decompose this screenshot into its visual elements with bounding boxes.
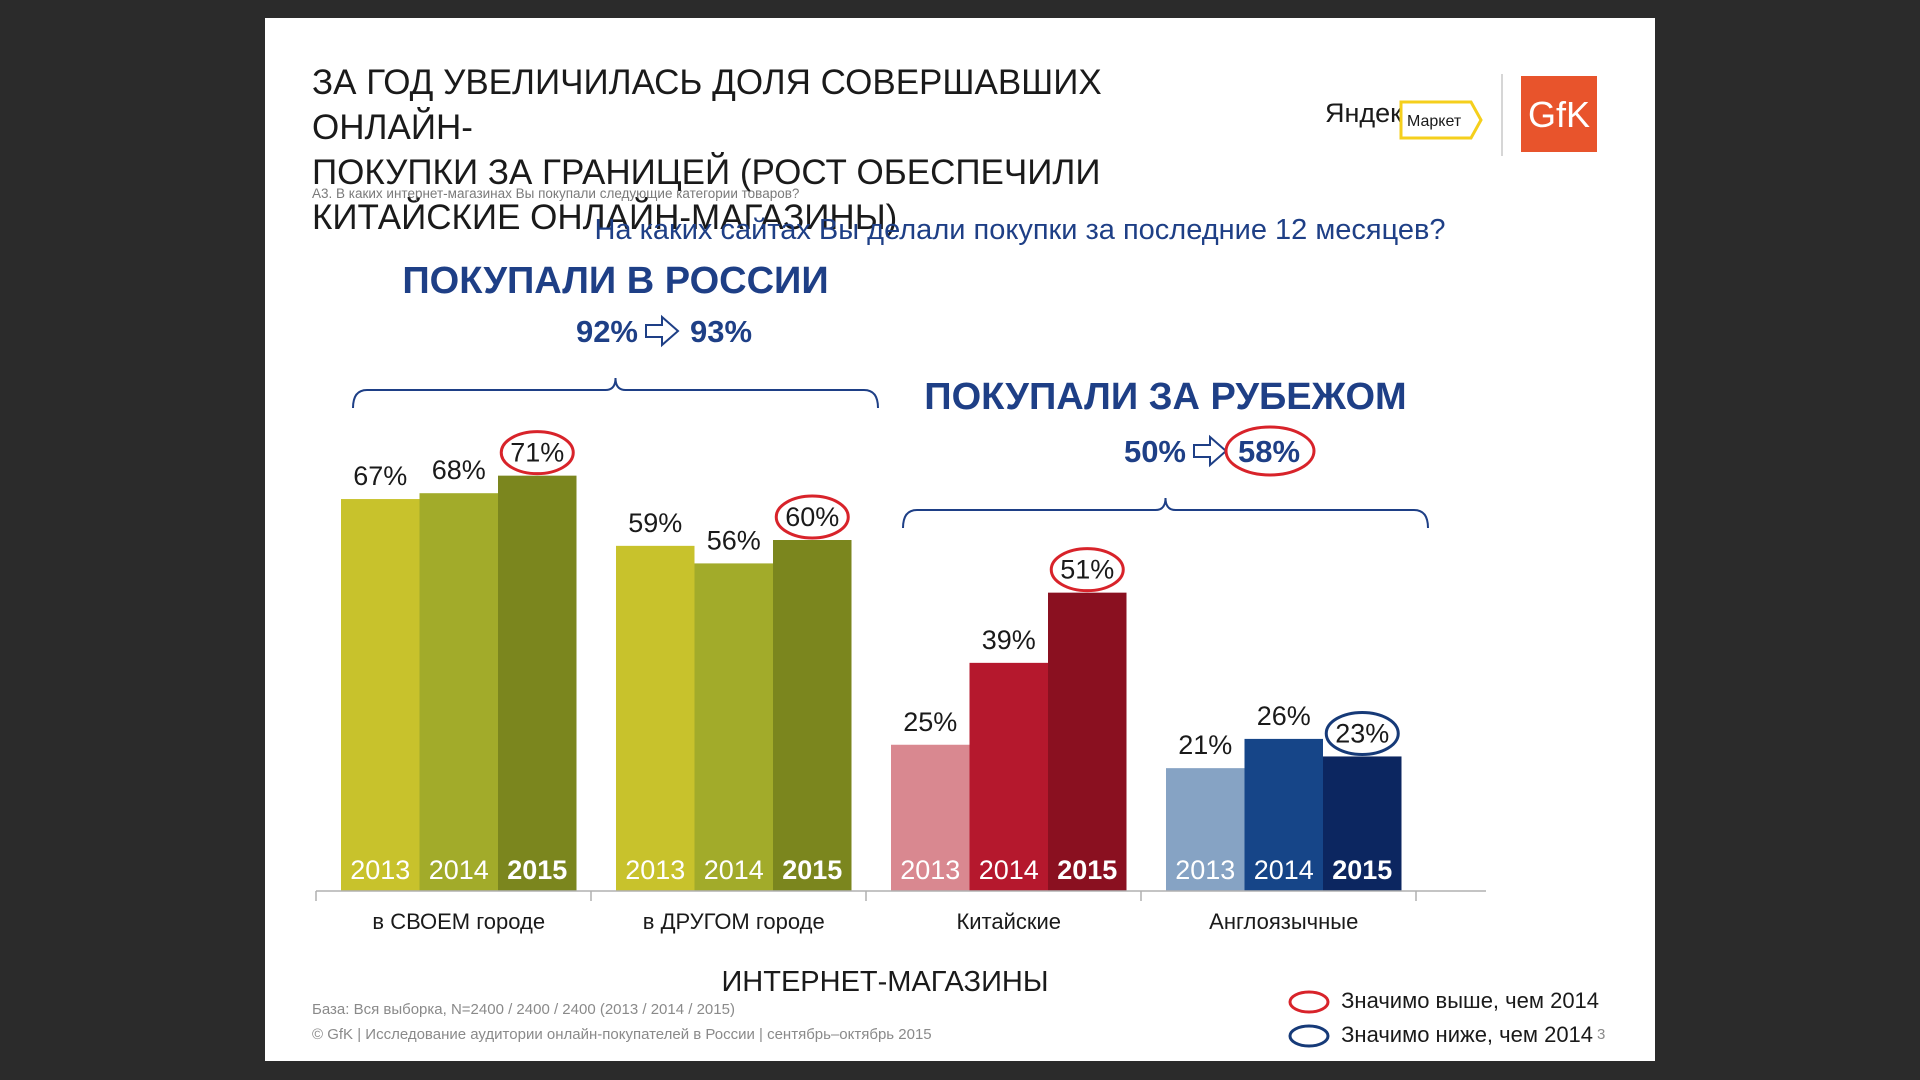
year-label: 2014 bbox=[979, 855, 1039, 885]
footer-base-note: База: Вся выборка, N=2400 / 2400 / 2400 … bbox=[312, 1001, 735, 1018]
category-label: Англоязычные bbox=[1209, 909, 1358, 934]
legend-higher-label: Значимо выше, чем 2014 bbox=[1341, 988, 1600, 1013]
bar-chart: 2013 67% 2014 68% 2015 71% в СВОЕМ городе 2013 5… bbox=[315, 260, 1486, 998]
data-label: 59% bbox=[628, 508, 682, 538]
significance-circle bbox=[499, 430, 575, 476]
summary-to-value: 58% bbox=[1238, 434, 1300, 469]
significance-circle bbox=[774, 494, 850, 540]
significance-circle bbox=[1049, 547, 1125, 593]
red-circle-icon bbox=[1288, 990, 1330, 1014]
arrow-right-icon bbox=[1193, 434, 1228, 468]
bar-1-2014 bbox=[694, 563, 773, 891]
survey-question-note: А3. В каких интернет-магазинах Вы покупа… bbox=[312, 186, 800, 201]
gfk-logo: GfK bbox=[1521, 76, 1597, 152]
data-label: 56% bbox=[707, 525, 761, 555]
year-label: 2015 bbox=[1057, 855, 1117, 885]
summary-title: ПОКУПАЛИ ЗА РУБЕЖОМ bbox=[924, 376, 1406, 418]
year-label: 2015 bbox=[507, 855, 567, 885]
legend-lower-label: Значимо ниже, чем 2014 bbox=[1341, 1022, 1594, 1047]
x-axis-title: ИНТЕРНЕТ-МАГАЗИНЫ bbox=[721, 966, 1048, 998]
slide-title: ЗА ГОД УВЕЛИЧИЛАСЬ ДОЛЯ СОВЕРШАВШИХ ОНЛА… bbox=[312, 63, 1102, 237]
bar-0-2013 bbox=[341, 499, 420, 891]
summary-to-value: 93% bbox=[690, 314, 752, 349]
summary-from-value: 50% bbox=[1124, 434, 1186, 469]
bar-0-2014 bbox=[419, 493, 498, 891]
data-label: 60% bbox=[785, 502, 839, 532]
data-label: 39% bbox=[982, 625, 1036, 655]
year-label: 2013 bbox=[1175, 855, 1235, 885]
data-label: 26% bbox=[1257, 701, 1311, 731]
year-label: 2014 bbox=[429, 855, 489, 885]
bar-2-2015 bbox=[1048, 592, 1127, 891]
bar-1-2015 bbox=[773, 540, 852, 891]
data-label: 23% bbox=[1335, 718, 1389, 748]
bar-3-2015 bbox=[1323, 756, 1402, 891]
blue-circle-icon bbox=[1288, 1024, 1330, 1048]
year-label: 2014 bbox=[704, 855, 764, 885]
bar-3-2013 bbox=[1166, 768, 1245, 891]
gfk-logo-text: GfK bbox=[1528, 94, 1590, 135]
yandex-market-logo: Маркет bbox=[1399, 100, 1483, 140]
year-label: 2014 bbox=[1254, 855, 1314, 885]
data-label: 51% bbox=[1060, 555, 1114, 585]
bar-1-2013 bbox=[616, 545, 695, 891]
data-label: 25% bbox=[903, 707, 957, 737]
year-label: 2013 bbox=[900, 855, 960, 885]
year-label: 2015 bbox=[1332, 855, 1392, 885]
category-label: Китайские bbox=[956, 909, 1061, 934]
page-number: 3 bbox=[1597, 1026, 1606, 1043]
legend-item-higher: Значимо выше, чем 2014 bbox=[1287, 988, 1599, 1016]
bar-3-2014 bbox=[1244, 738, 1323, 891]
legend-item-lower: Значимо ниже, чем 2014 bbox=[1287, 1022, 1593, 1050]
curly-brace bbox=[352, 377, 879, 409]
year-label: 2015 bbox=[782, 855, 842, 885]
bar-2-2014 bbox=[969, 662, 1048, 891]
main-question: На каких сайтах Вы делали покупки за пос… bbox=[594, 214, 1446, 246]
data-label: 71% bbox=[510, 438, 564, 468]
category-label: в СВОЕМ городе bbox=[372, 909, 545, 934]
category-label: в ДРУГОМ городе bbox=[643, 909, 825, 934]
year-label: 2013 bbox=[350, 855, 410, 885]
curly-brace bbox=[902, 497, 1429, 529]
arrow-right-icon bbox=[645, 314, 680, 348]
data-label: 21% bbox=[1178, 730, 1232, 760]
summary-title: ПОКУПАЛИ В РОССИИ bbox=[402, 260, 828, 302]
logos: Яндекс Маркет GfK bbox=[1325, 74, 1597, 156]
summary-from-value: 92% bbox=[576, 314, 638, 349]
year-label: 2013 bbox=[625, 855, 685, 885]
data-label: 68% bbox=[432, 455, 486, 485]
significance-circle bbox=[1224, 425, 1316, 477]
bar-0-2015 bbox=[498, 475, 577, 891]
data-label: 67% bbox=[353, 461, 407, 491]
market-logo-text: Маркет bbox=[1407, 113, 1462, 130]
footer-copyright: © GfK | Исследование аудитории онлайн-по… bbox=[312, 1026, 932, 1043]
significance-circle bbox=[1324, 710, 1400, 756]
slide: ЗА ГОД УВЕЛИЧИЛАСЬ ДОЛЯ СОВЕРШАВШИХ ОНЛА… bbox=[265, 18, 1655, 1061]
bar-2-2013 bbox=[891, 744, 970, 891]
